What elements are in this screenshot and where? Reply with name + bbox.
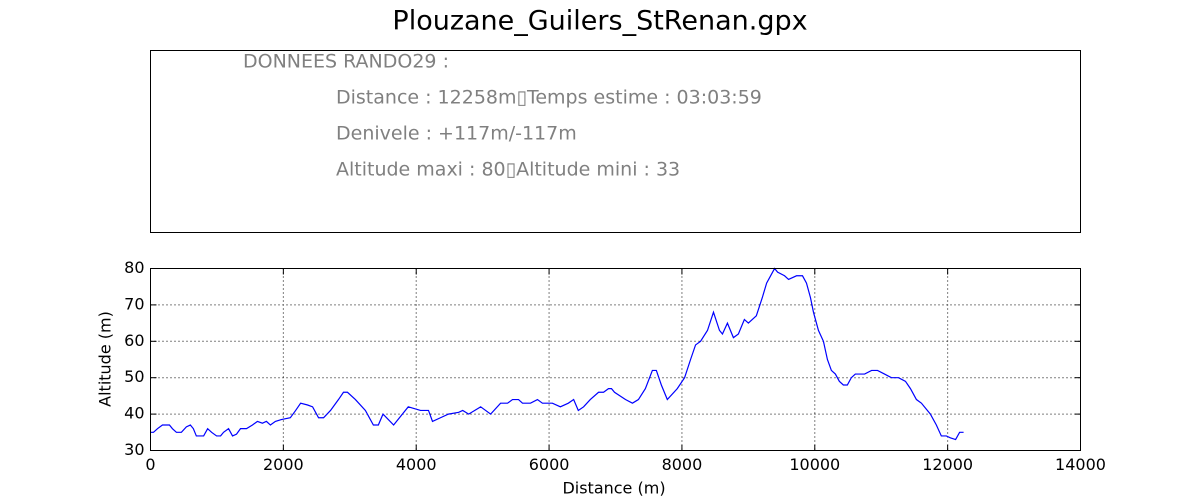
y-tick-label: 80 <box>124 258 144 277</box>
y-tick-label: 60 <box>124 331 144 350</box>
info-line: Denivele : +117m/-117m <box>336 123 577 145</box>
x-tick-label: 12000 <box>922 455 973 474</box>
x-tick-label: 10000 <box>789 455 840 474</box>
altitude-line <box>150 267 964 441</box>
y-tick-label: 50 <box>124 367 144 386</box>
info-line: Altitude maxi : 80▯Altitude mini : 33 <box>336 159 680 181</box>
y-tick-label: 70 <box>124 294 144 313</box>
y-axis-label: Altitude (m) <box>96 311 115 407</box>
y-tick-label: 40 <box>124 404 144 423</box>
info-line: Distance : 12258m▯Temps estime : 03:03:5… <box>336 87 762 109</box>
figure-title: Plouzane_Guilers_StRenan.gpx <box>392 6 807 37</box>
x-tick-label: 2000 <box>263 455 304 474</box>
plot-frame <box>150 268 1081 451</box>
info-line: DONNEES RANDO29 : <box>243 51 449 73</box>
y-tick-label: 30 <box>124 440 144 459</box>
x-axis-label: Distance (m) <box>562 479 665 498</box>
x-tick-label: 14000 <box>1055 455 1106 474</box>
info-panel <box>150 50 1081 233</box>
x-tick-label: 4000 <box>396 455 437 474</box>
x-tick-label: 6000 <box>529 455 570 474</box>
x-tick-label: 8000 <box>662 455 703 474</box>
x-tick-label: 0 <box>145 455 155 474</box>
